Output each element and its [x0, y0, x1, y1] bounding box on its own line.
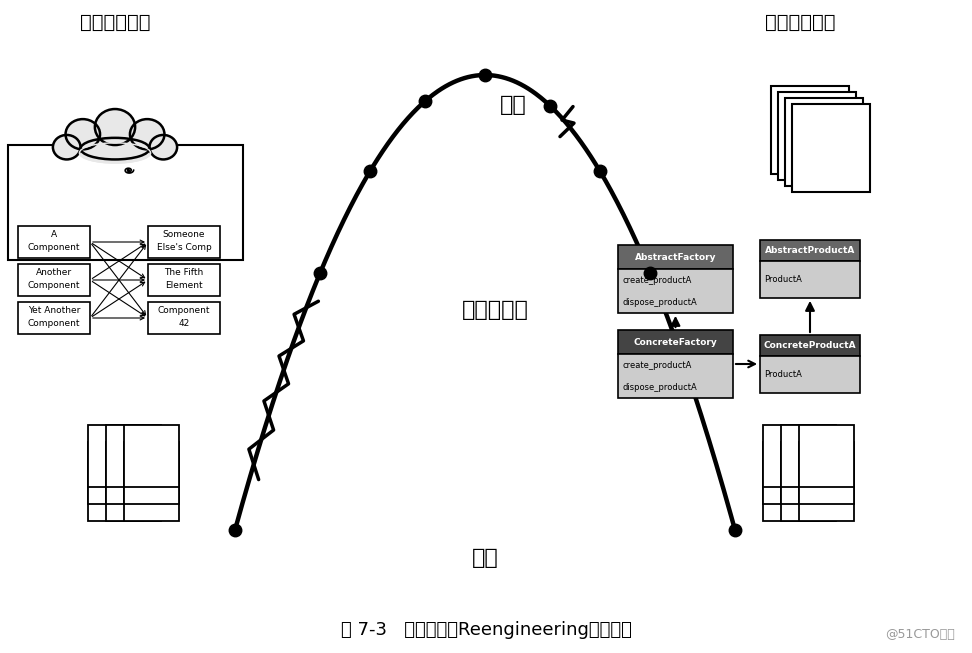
Bar	[87, 459, 143, 521]
Text: AbstractFactory: AbstractFactory	[635, 253, 716, 262]
Text: Component: Component	[28, 243, 81, 251]
Bar	[760, 356, 860, 393]
Bar	[106, 442, 160, 504]
Text: 图 7-3   系统重组（Reengineering）概念图: 图 7-3 系统重组（Reengineering）概念图	[340, 621, 632, 639]
Text: 42: 42	[179, 319, 190, 328]
Ellipse shape	[81, 138, 150, 159]
Bar	[18, 226, 90, 258]
Text: Someone: Someone	[162, 231, 205, 240]
Text: Else's Comp: Else's Comp	[156, 243, 211, 251]
Bar	[792, 104, 870, 192]
Bar	[778, 92, 856, 180]
Bar	[762, 442, 817, 504]
Bar	[771, 86, 849, 174]
Bar	[781, 425, 836, 487]
Text: Yet Another: Yet Another	[28, 306, 80, 315]
Bar	[106, 425, 160, 487]
Bar	[760, 240, 860, 261]
Bar	[760, 261, 860, 298]
Text: ConcreteFactory: ConcreteFactory	[634, 338, 717, 347]
Bar	[785, 98, 863, 186]
Text: dispose_productA: dispose_productA	[622, 298, 697, 307]
Ellipse shape	[95, 109, 135, 145]
Text: 反向工程阶段: 反向工程阶段	[80, 12, 151, 31]
Bar	[87, 425, 143, 487]
Bar	[781, 459, 836, 521]
Text: Another: Another	[36, 268, 72, 278]
Bar	[8, 145, 243, 260]
Bar	[799, 459, 853, 521]
Bar	[618, 270, 733, 313]
Ellipse shape	[130, 119, 164, 150]
Bar	[106, 459, 160, 521]
Text: Component: Component	[157, 306, 210, 315]
Text: A: A	[51, 231, 57, 240]
Bar	[123, 459, 179, 521]
Text: 正向工程阶段: 正向工程阶段	[765, 12, 835, 31]
Bar	[123, 442, 179, 504]
Text: create_productA: create_productA	[622, 276, 691, 285]
Text: 需求: 需求	[500, 95, 527, 115]
Bar	[762, 425, 817, 487]
Bar	[760, 335, 860, 356]
Ellipse shape	[80, 143, 151, 163]
Bar	[18, 302, 90, 334]
Bar	[762, 459, 817, 521]
Text: Element: Element	[165, 281, 203, 290]
Bar	[618, 330, 733, 355]
Ellipse shape	[65, 119, 100, 150]
Text: ProductA: ProductA	[764, 370, 802, 379]
Text: @51CTO博客: @51CTO博客	[885, 628, 955, 641]
Bar	[123, 425, 179, 487]
Text: Component: Component	[28, 319, 81, 328]
Bar	[148, 226, 220, 258]
Ellipse shape	[52, 135, 81, 159]
Text: 代码: 代码	[471, 548, 499, 568]
Bar	[781, 442, 836, 504]
Ellipse shape	[95, 109, 135, 145]
Bar	[148, 302, 220, 334]
Ellipse shape	[81, 138, 150, 159]
Text: ProductA: ProductA	[764, 275, 802, 284]
Bar	[87, 442, 143, 504]
Text: ConcreteProductA: ConcreteProductA	[764, 341, 856, 350]
Bar	[799, 442, 853, 504]
Ellipse shape	[150, 135, 177, 159]
Bar	[618, 245, 733, 270]
Text: 架构和设计: 架构和设计	[462, 300, 529, 320]
Text: create_productA: create_productA	[622, 361, 691, 370]
Ellipse shape	[130, 119, 164, 150]
Bar	[618, 355, 733, 398]
Ellipse shape	[150, 135, 177, 159]
Bar	[18, 264, 90, 296]
Ellipse shape	[52, 135, 81, 159]
Bar	[799, 425, 853, 487]
Text: dispose_productA: dispose_productA	[622, 383, 697, 392]
Text: The Fifth: The Fifth	[164, 268, 203, 278]
Text: AbstractProductA: AbstractProductA	[765, 246, 855, 255]
Ellipse shape	[65, 119, 100, 150]
Text: Component: Component	[28, 281, 81, 290]
Bar	[148, 264, 220, 296]
